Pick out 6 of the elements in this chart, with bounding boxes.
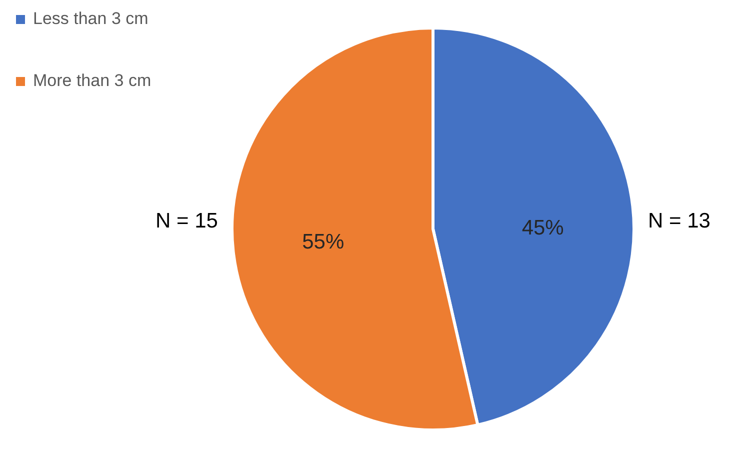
- legend-label: More than 3 cm: [33, 71, 152, 91]
- text: 55%: [302, 230, 344, 254]
- legend-label: Less than 3 cm: [33, 9, 148, 29]
- data-label: N = 13: [648, 210, 710, 232]
- data-label: N = 15: [156, 210, 218, 232]
- text: 45%: [522, 216, 564, 240]
